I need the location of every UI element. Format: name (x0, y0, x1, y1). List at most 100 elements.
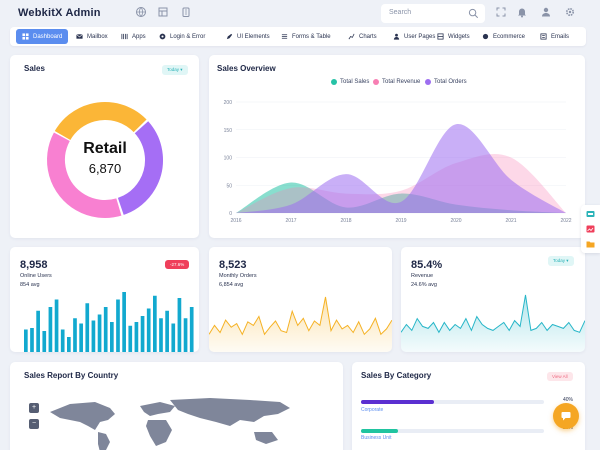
image-icon[interactable] (586, 225, 595, 233)
y-tick-label: 200 (224, 100, 233, 106)
bar (140, 316, 145, 352)
legend-label: Total Sales (340, 79, 370, 85)
revenue-period-dropdown[interactable]: Today ▾ (548, 256, 574, 266)
app-title: WebkitX Admin (18, 7, 101, 19)
x-tick-label: 2019 (395, 218, 406, 224)
bar (97, 314, 102, 352)
clipboard-icon[interactable] (180, 6, 192, 18)
search-icon[interactable] (468, 8, 479, 19)
overview-title: Sales Overview (217, 64, 276, 73)
stat-avg: 854 avg (20, 282, 40, 288)
bar (60, 329, 65, 352)
y-tick-label: 50 (226, 183, 232, 189)
fullscreen-icon[interactable] (495, 6, 507, 18)
bar (122, 292, 126, 352)
bar (134, 322, 139, 352)
bar (48, 307, 53, 352)
legend-total-orders: Total Orders (425, 79, 467, 85)
donut-segment-1 (47, 102, 163, 218)
category-percent: 40% (563, 397, 574, 403)
emails-icon (540, 33, 547, 40)
sales-donut-chart (47, 102, 163, 218)
sparkline-line (401, 294, 585, 334)
stat-avg: 24.6% avg (411, 282, 437, 288)
nav-ui-elements-label[interactable]: UI Elements (220, 29, 276, 44)
nav-label: Forms & Table (292, 33, 331, 40)
search-box[interactable]: Search (381, 4, 485, 23)
x-tick-label: 2022 (560, 218, 571, 224)
nav-login-error[interactable]: Login & Error (153, 29, 211, 44)
bar (177, 298, 182, 352)
bar (116, 299, 120, 352)
sparkline-area (401, 295, 585, 352)
nav-label: Charts (359, 33, 377, 40)
bar (165, 310, 169, 352)
chat-icon (561, 412, 571, 421)
ecommerce-icon (482, 33, 489, 40)
nav-label: Apps (132, 33, 146, 40)
world-map[interactable] (40, 392, 320, 450)
bar (171, 323, 176, 352)
category-progress-track (361, 429, 544, 433)
bar (67, 337, 71, 352)
nav-dashboard[interactable]: Dashboard (16, 29, 69, 44)
top-bar: WebkitX Admin Search (0, 0, 600, 27)
chat-fab-button[interactable] (553, 403, 579, 429)
nav-ecommerce[interactable]: Ecommerce (476, 29, 531, 44)
bar (36, 310, 40, 352)
map-zoom-in-button[interactable]: + (29, 403, 39, 413)
bar (103, 307, 108, 352)
x-tick-label: 2017 (285, 218, 296, 224)
bar (85, 303, 90, 352)
mail-icon (76, 34, 83, 39)
stat-avg: 6,854 avg (219, 282, 244, 288)
legend-dot (331, 79, 337, 85)
folder-icon[interactable] (586, 240, 595, 248)
donut-center-value: 6,870 (88, 161, 122, 176)
nav-widgets[interactable]: Widgets (431, 29, 476, 44)
stat-card-revenue: 85.4% Revenue 24.6% avg Today ▾ (401, 247, 585, 352)
nav-emails[interactable]: Emails (534, 29, 575, 44)
nav-label: Dashboard (33, 33, 63, 40)
bell-icon[interactable] (516, 6, 528, 18)
layout-icon[interactable] (157, 6, 169, 18)
x-tick-label: 2016 (230, 218, 241, 224)
bar (159, 318, 163, 352)
bar (189, 307, 194, 352)
stat-label: Monthly Orders (219, 273, 257, 279)
series-area-total-orders (236, 123, 566, 213)
bar (91, 320, 96, 352)
nav-user-pages[interactable]: User Pages (387, 29, 441, 44)
user-icon[interactable] (540, 6, 552, 18)
donut-segment-2 (47, 102, 163, 218)
stat-value: 8,523 (219, 259, 247, 271)
map-zoom-out-button[interactable]: − (29, 419, 39, 429)
edit-icon (226, 33, 233, 40)
donut-segment-0 (47, 102, 163, 218)
stat-change-badge: -27.6% (165, 260, 190, 269)
login-icon (159, 33, 166, 40)
nav-apps[interactable]: Apps (115, 29, 152, 44)
nav-charts[interactable]: Charts (342, 29, 383, 44)
cart-icon[interactable] (586, 210, 595, 218)
legend-label: Total Orders (434, 79, 467, 85)
bar (110, 322, 114, 352)
view-all-button[interactable]: View All (547, 372, 573, 381)
x-tick-label: 2020 (450, 218, 461, 224)
nav-label: Login & Error (170, 33, 206, 40)
globe-icon[interactable] (135, 6, 147, 18)
stat-value: 85.4% (411, 259, 443, 271)
nav-mailbox[interactable]: Mailbox (70, 29, 114, 44)
nav-forms-table[interactable]: Forms & Table (275, 29, 337, 44)
bar (73, 318, 77, 352)
search-input[interactable]: Search (389, 9, 412, 16)
nav-ui-elements[interactable] (184, 29, 196, 44)
sales-by-country-card: Sales Report By Country + − (10, 362, 343, 450)
legend-dot (373, 79, 379, 85)
stat-card-online-users: 8,958 Online Users 854 avg -27.6% (10, 247, 199, 352)
widgets-icon (437, 33, 444, 40)
settings-icon[interactable] (564, 6, 576, 18)
x-tick-label: 2021 (505, 218, 516, 224)
sales-period-dropdown[interactable]: Today ▾ (162, 65, 188, 75)
main-nav: Dashboard Mailbox Apps Login & Error UI … (10, 27, 586, 46)
